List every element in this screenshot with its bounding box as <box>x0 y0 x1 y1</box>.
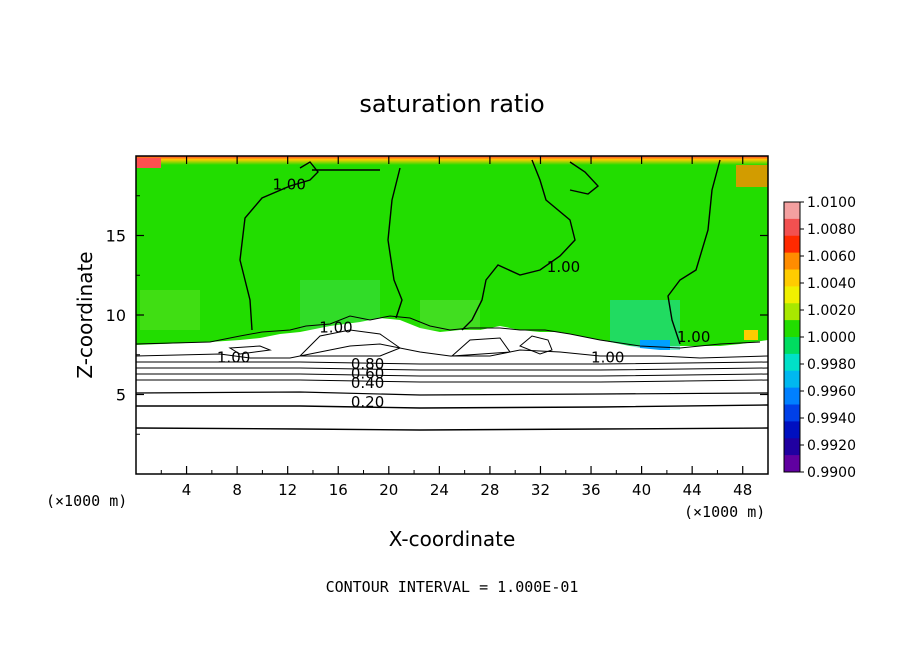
colorbar-segment <box>784 404 800 422</box>
heatmap-field: 1.00 1.00 1.00 1.00 1.00 1.00 0.800.600.400.20 <box>136 156 768 474</box>
contour-label: 0.20 <box>351 393 384 411</box>
x-tick-label: 16 <box>329 481 348 499</box>
colorbar-segment <box>784 421 800 439</box>
field-spot <box>736 165 768 187</box>
contour-line <box>519 335 553 355</box>
colorbar-label: 0.9920 <box>807 438 856 454</box>
top-band <box>136 156 768 165</box>
contour-line <box>136 379 768 383</box>
colorbar-label: 1.0100 <box>807 195 856 211</box>
field-spot <box>136 158 161 168</box>
colorbar-label: 0.9940 <box>807 411 856 427</box>
contour-line <box>569 161 600 195</box>
y-axis-title: Z-coordinate <box>73 251 97 378</box>
x-tick-label: 40 <box>632 481 651 499</box>
colorbar-segment <box>784 353 800 372</box>
field-spot <box>640 340 670 350</box>
contour-line <box>461 159 576 331</box>
colorbar-segment <box>784 455 800 473</box>
contour-line <box>136 361 768 365</box>
contour-lines-stratified <box>136 361 768 431</box>
colorbar-segment <box>784 387 800 405</box>
colorbar-segment <box>784 252 800 270</box>
colorbar-segment <box>784 202 800 220</box>
contour-line <box>298 329 402 357</box>
contour-label: 0.40 <box>351 374 384 392</box>
colorbar-segment <box>784 235 800 254</box>
contour-line <box>387 167 403 319</box>
field-spot <box>744 330 758 340</box>
contour-label: 0.80 <box>351 355 384 373</box>
colorbar-label: 1.0000 <box>807 330 856 346</box>
colorbar-segment <box>784 218 800 237</box>
x-tick-label: 48 <box>733 481 752 499</box>
contour-line <box>136 404 768 409</box>
colorbar: 1.0100 1.0080 1.0060 1.0040 1.0020 1.0000 0.99… <box>783 195 856 481</box>
y-tick-label: 10 <box>106 306 126 325</box>
colorbar-label: 0.9980 <box>807 357 856 373</box>
colorbar-segment <box>784 337 800 355</box>
field-patch <box>420 300 480 330</box>
contour-label: 1.00 <box>319 318 352 336</box>
contour-lines-cloudbase <box>136 315 768 359</box>
colorbar-label: 1.0060 <box>807 249 856 265</box>
colorbar-label: 1.0040 <box>807 276 856 292</box>
x-tick-label: 24 <box>430 481 449 499</box>
colorbar-segment <box>784 286 800 304</box>
contour-line <box>450 337 511 357</box>
contour-label: 1.00 <box>273 175 306 193</box>
contour-line <box>136 343 768 359</box>
contour-interval-note: CONTOUR INTERVAL = 1.000E-01 <box>326 578 579 596</box>
contour-line <box>667 159 721 345</box>
x-tick-label: 28 <box>480 481 499 499</box>
contour-label: 1.00 <box>547 258 580 276</box>
x-unit-right: (×1000 m) <box>684 503 765 521</box>
contour-line <box>136 427 768 431</box>
contour-line <box>136 373 768 377</box>
x-axis: 4 8 12 16 20 24 28 32 36 40 44 48 <box>160 156 752 499</box>
colorbar-label: 1.0020 <box>807 303 856 319</box>
contour-lines-upper <box>239 159 721 345</box>
x-axis-title: X-coordinate <box>389 527 516 551</box>
contour-line <box>136 367 768 371</box>
field-patch <box>140 290 200 330</box>
chart-title: saturation ratio <box>359 90 544 118</box>
x-tick-label: 32 <box>531 481 550 499</box>
contour-label: 1.00 <box>591 349 624 367</box>
x-tick-label: 4 <box>182 481 192 499</box>
y-axis: 5 10 15 <box>106 195 768 435</box>
contour-line <box>239 161 319 331</box>
contour-label: 1.00 <box>677 328 710 346</box>
colorbar-segment <box>784 438 800 456</box>
colorbar-label: 0.9900 <box>807 465 856 481</box>
colorbar-segment <box>784 370 800 389</box>
colorbar-label: 0.9960 <box>807 384 856 400</box>
x-tick-label: 12 <box>278 481 297 499</box>
contour-line <box>136 315 761 349</box>
x-unit-left: (×1000 m) <box>46 492 127 510</box>
colorbar-segment <box>784 320 800 338</box>
y-tick-label: 5 <box>116 386 126 405</box>
x-tick-label: 36 <box>581 481 600 499</box>
x-tick-label: 8 <box>232 481 242 499</box>
y-tick-label: 15 <box>106 227 126 246</box>
x-tick-label: 44 <box>683 481 702 499</box>
colorbar-label: 1.0080 <box>807 222 856 238</box>
contour-label: 1.00 <box>217 349 250 367</box>
x-tick-label: 20 <box>379 481 398 499</box>
contour-line <box>228 345 272 355</box>
contour-label: 0.60 <box>351 365 384 383</box>
contour-labels: 1.00 1.00 1.00 1.00 1.00 1.00 0.800.600.400.20 <box>217 175 711 411</box>
contour-line <box>136 391 768 396</box>
colorbar-segment <box>784 269 800 287</box>
colorbar-segment <box>784 303 800 321</box>
